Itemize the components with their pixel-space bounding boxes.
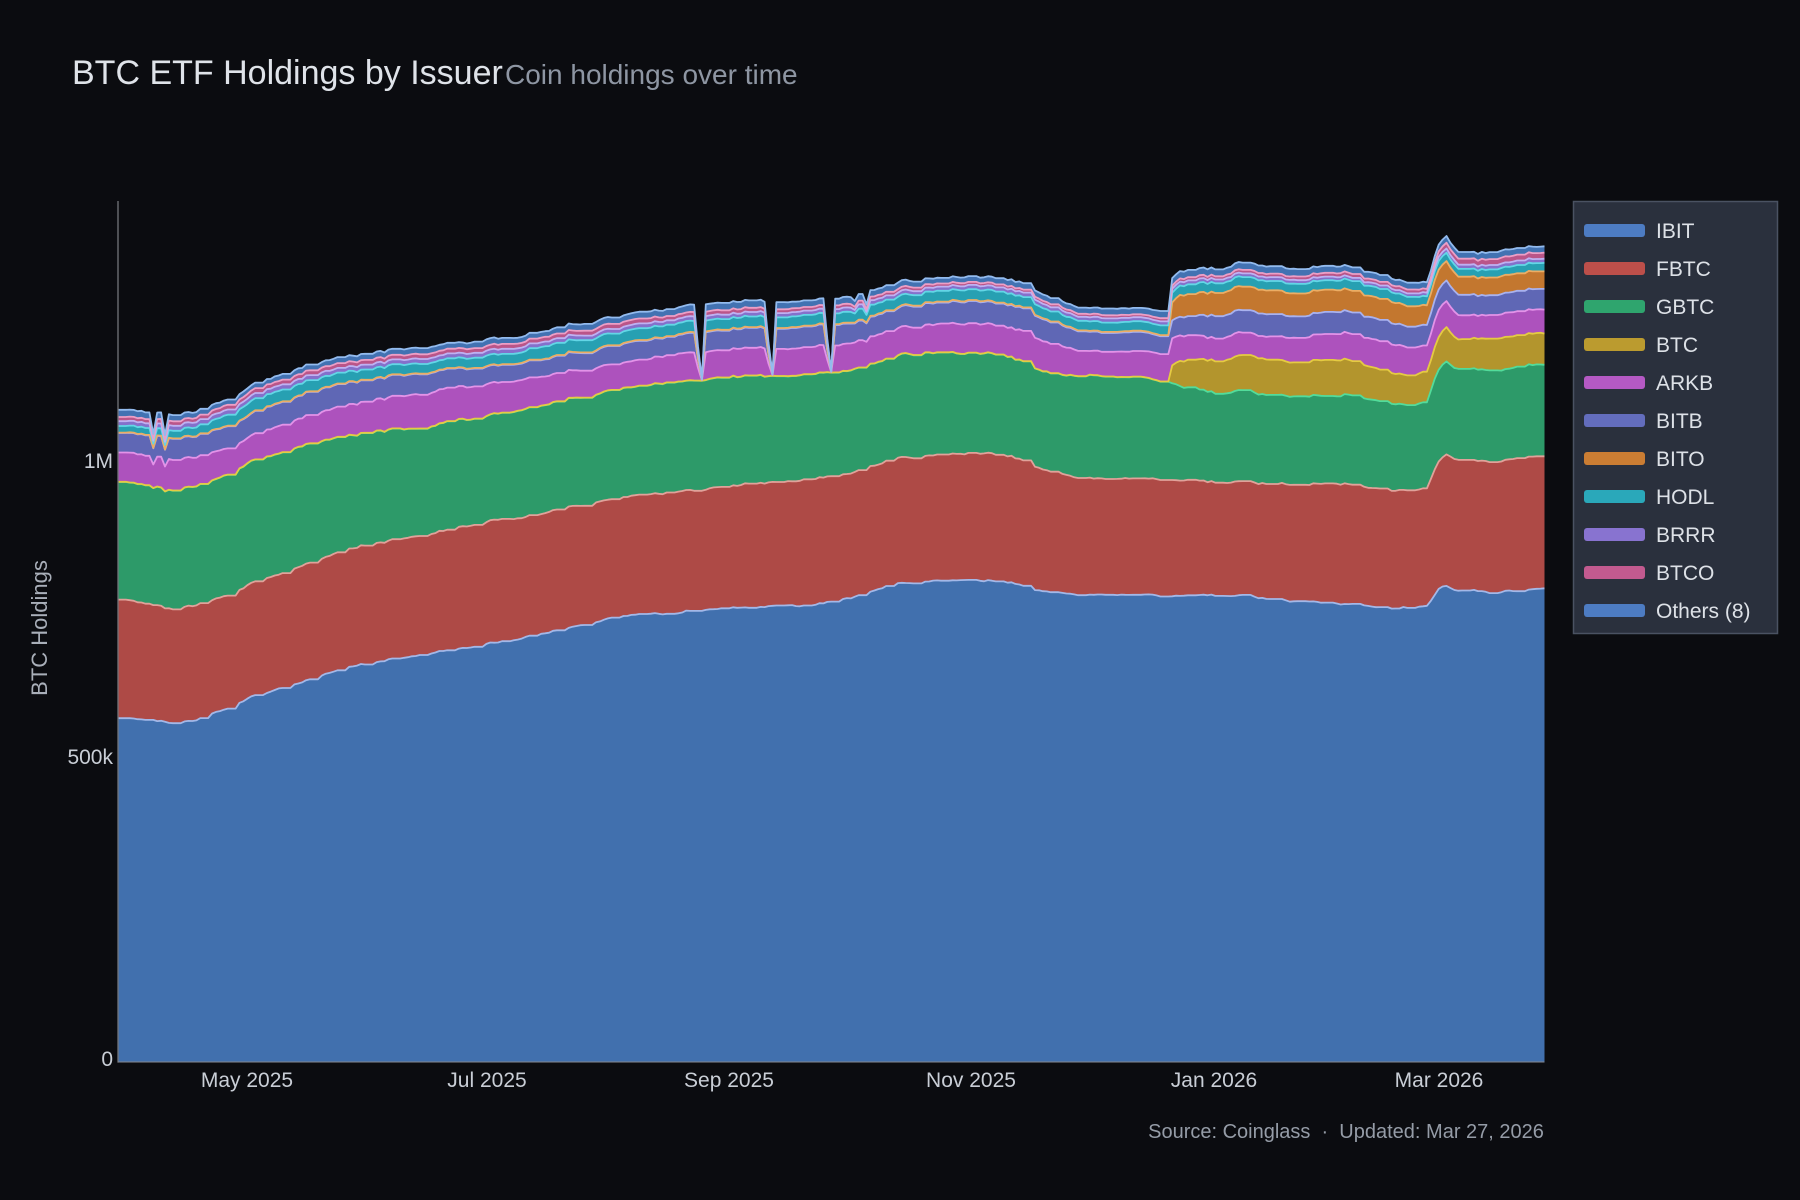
svg-text:Sep 2025: Sep 2025 (684, 1069, 774, 1092)
svg-text:BRRR: BRRR (1656, 524, 1716, 547)
svg-text:Coin holdings over time: Coin holdings over time (505, 59, 798, 90)
svg-text:Mar 2026: Mar 2026 (1395, 1069, 1484, 1092)
svg-text:500k: 500k (67, 746, 113, 769)
svg-text:BTC: BTC (1656, 334, 1698, 357)
svg-text:Nov 2025: Nov 2025 (926, 1069, 1016, 1092)
svg-text:Source: Coinglass · Updated:: Source: Coinglass · Updated: Mar 27, 202… (1148, 1121, 1544, 1143)
svg-text:BTC ETF Holdings by Issuer: BTC ETF Holdings by Issuer (72, 54, 503, 92)
svg-text:GBTC: GBTC (1656, 296, 1714, 319)
svg-text:BITB: BITB (1656, 410, 1703, 433)
svg-text:May 2025: May 2025 (201, 1069, 293, 1092)
svg-text:Jul 2025: Jul 2025 (447, 1069, 526, 1092)
svg-text:BTCO: BTCO (1656, 562, 1714, 585)
svg-text:ARKB: ARKB (1656, 372, 1713, 395)
svg-text:BITO: BITO (1656, 448, 1705, 471)
svg-text:BTC Holdings: BTC Holdings (27, 560, 52, 696)
svg-text:Others (8): Others (8) (1656, 600, 1751, 623)
svg-text:FBTC: FBTC (1656, 258, 1711, 281)
svg-text:HODL: HODL (1656, 486, 1714, 509)
svg-text:0: 0 (101, 1048, 113, 1071)
svg-text:Jan 2026: Jan 2026 (1171, 1069, 1257, 1092)
svg-text:1M: 1M (84, 450, 113, 473)
svg-text:IBIT: IBIT (1656, 220, 1695, 243)
